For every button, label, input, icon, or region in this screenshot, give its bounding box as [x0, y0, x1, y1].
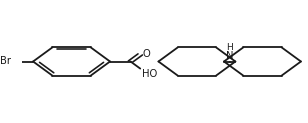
- Text: HO: HO: [142, 69, 157, 79]
- Text: O: O: [142, 49, 150, 59]
- Text: H: H: [226, 44, 233, 53]
- Text: N: N: [226, 51, 233, 61]
- Text: Br: Br: [0, 56, 10, 67]
